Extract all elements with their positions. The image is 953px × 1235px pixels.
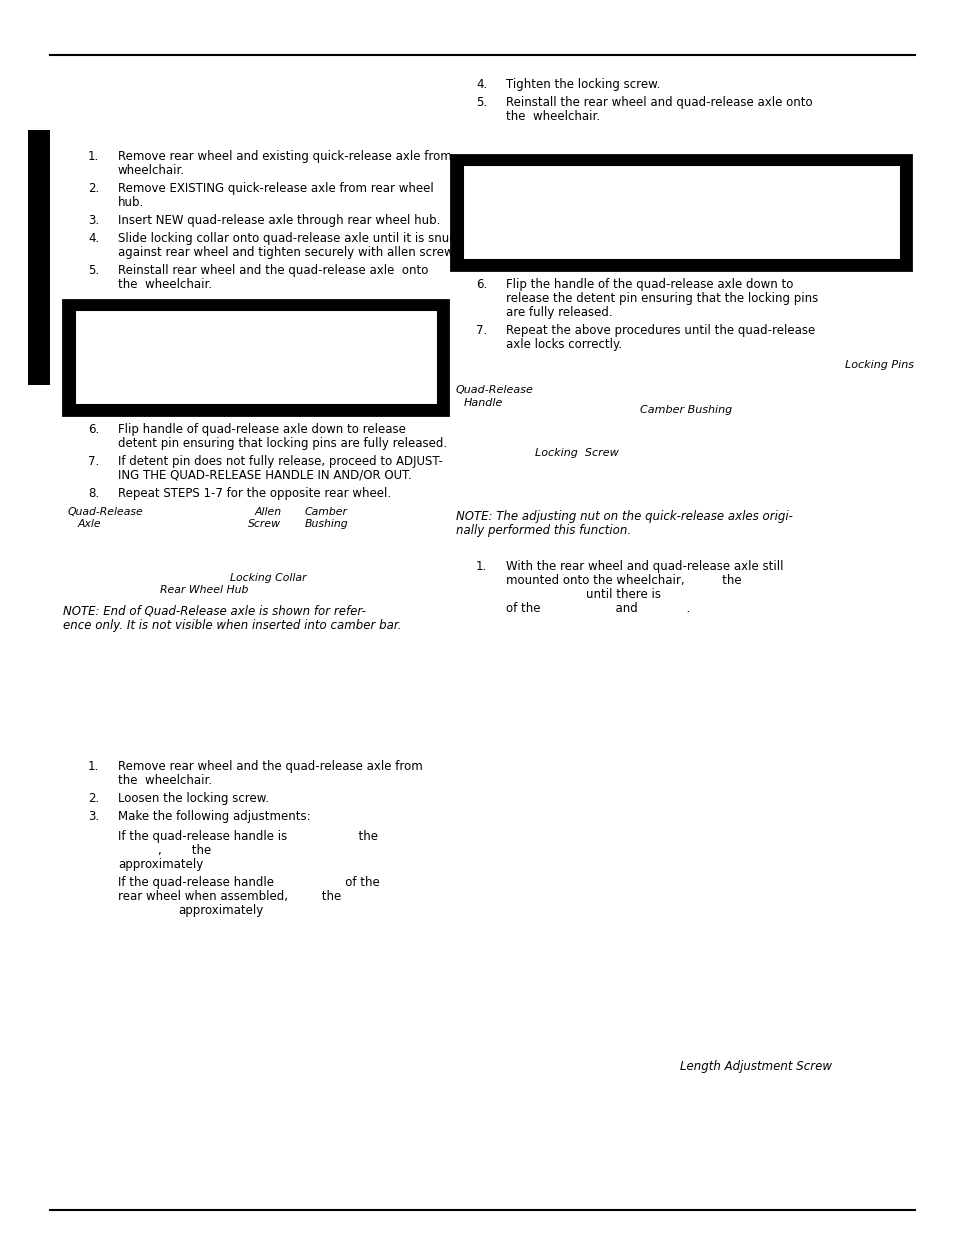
Text: Slide locking collar onto quad-release axle until it is snug: Slide locking collar onto quad-release a… (118, 232, 456, 245)
Text: 4.: 4. (88, 232, 99, 245)
Text: approximately: approximately (178, 904, 263, 918)
Text: mounted onto the wheelchair,          the: mounted onto the wheelchair, the (505, 574, 740, 587)
Text: 3.: 3. (88, 810, 99, 823)
Text: rear wheel when assembled,         the: rear wheel when assembled, the (118, 890, 341, 903)
Bar (28, 130, 50, 385)
Text: If the quad-release handle                   of the: If the quad-release handle of the (118, 876, 379, 889)
Text: ,        the: , the (158, 844, 211, 857)
Text: Reinstall the rear wheel and quad-release axle onto: Reinstall the rear wheel and quad-releas… (505, 96, 812, 109)
Text: Allen: Allen (254, 508, 282, 517)
Text: With the rear wheel and quad-release axle still: With the rear wheel and quad-release axl… (505, 559, 782, 573)
Text: 1.: 1. (88, 760, 99, 773)
Text: ence only. It is not visible when inserted into camber bar.: ence only. It is not visible when insert… (63, 619, 401, 632)
Bar (451, 156, 910, 270)
Text: 6.: 6. (476, 278, 487, 291)
Text: 1.: 1. (88, 149, 99, 163)
Text: Locking  Screw: Locking Screw (535, 448, 618, 458)
Text: NOTE: The adjusting nut on the quick-release axles origi-: NOTE: The adjusting nut on the quick-rel… (456, 510, 792, 522)
Text: hub.: hub. (118, 196, 144, 209)
Text: 7.: 7. (88, 454, 99, 468)
Text: Remove rear wheel and the quad-release axle from: Remove rear wheel and the quad-release a… (118, 760, 422, 773)
Text: wheelchair.: wheelchair. (118, 164, 185, 177)
Text: detent pin ensuring that locking pins are fully released.: detent pin ensuring that locking pins ar… (118, 437, 447, 450)
Text: 8.: 8. (88, 487, 99, 500)
Text: If detent pin does not fully release, proceed to ADJUST-: If detent pin does not fully release, pr… (118, 454, 442, 468)
Text: of the                    and             .: of the and . (505, 601, 690, 615)
Text: 6.: 6. (88, 424, 99, 436)
Text: 4.: 4. (476, 78, 487, 91)
Text: Camber: Camber (305, 508, 348, 517)
Text: the  wheelchair.: the wheelchair. (118, 774, 212, 787)
Text: Flip handle of quad-release axle down to release: Flip handle of quad-release axle down to… (118, 424, 405, 436)
Text: Handle: Handle (463, 398, 503, 408)
Text: ING THE QUAD-RELEASE HANDLE IN AND/OR OUT.: ING THE QUAD-RELEASE HANDLE IN AND/OR OU… (118, 469, 412, 482)
Text: Remove rear wheel and existing quick-release axle from: Remove rear wheel and existing quick-rel… (118, 149, 452, 163)
Text: Repeat STEPS 1-7 for the opposite rear wheel.: Repeat STEPS 1-7 for the opposite rear w… (118, 487, 391, 500)
Bar (462, 165, 900, 261)
Bar (63, 300, 448, 415)
Text: are fully released.: are fully released. (505, 306, 612, 319)
Text: 2.: 2. (88, 792, 99, 805)
Text: Quad-Release: Quad-Release (68, 508, 144, 517)
Text: Make the following adjustments:: Make the following adjustments: (118, 810, 311, 823)
Text: against rear wheel and tighten securely with allen screw.: against rear wheel and tighten securely … (118, 246, 456, 259)
Text: NOTE: End of Quad-Release axle is shown for refer-: NOTE: End of Quad-Release axle is shown … (63, 605, 366, 618)
Text: the  wheelchair.: the wheelchair. (118, 278, 212, 291)
Text: Axle: Axle (78, 519, 102, 529)
Text: axle locks correctly.: axle locks correctly. (505, 338, 621, 351)
Text: Rear Wheel Hub: Rear Wheel Hub (160, 585, 248, 595)
Text: Insert NEW quad-release axle through rear wheel hub.: Insert NEW quad-release axle through rea… (118, 214, 440, 227)
Text: Locking Pins: Locking Pins (844, 359, 913, 370)
Text: Quad-Release: Quad-Release (456, 385, 534, 395)
Text: 5.: 5. (476, 96, 487, 109)
Text: Loosen the locking screw.: Loosen the locking screw. (118, 792, 269, 805)
Text: release the detent pin ensuring that the locking pins: release the detent pin ensuring that the… (505, 291, 818, 305)
Text: If the quad-release handle is                   the: If the quad-release handle is the (118, 830, 377, 844)
Text: approximately: approximately (118, 858, 203, 871)
Text: 7.: 7. (476, 324, 487, 337)
Text: until there is: until there is (585, 588, 660, 601)
Bar (75, 310, 437, 405)
Text: Flip the handle of the quad-release axle down to: Flip the handle of the quad-release axle… (505, 278, 793, 291)
Text: Bushing: Bushing (305, 519, 348, 529)
Text: Screw: Screw (248, 519, 281, 529)
Text: Repeat the above procedures until the quad-release: Repeat the above procedures until the qu… (505, 324, 815, 337)
Text: Reinstall rear wheel and the quad-release axle  onto: Reinstall rear wheel and the quad-releas… (118, 264, 428, 277)
Text: Remove EXISTING quick-release axle from rear wheel: Remove EXISTING quick-release axle from … (118, 182, 434, 195)
Text: nally performed this function.: nally performed this function. (456, 524, 631, 537)
Text: Tighten the locking screw.: Tighten the locking screw. (505, 78, 659, 91)
Text: Camber Bushing: Camber Bushing (639, 405, 732, 415)
Text: 5.: 5. (88, 264, 99, 277)
Text: Locking Collar: Locking Collar (230, 573, 306, 583)
Text: 1.: 1. (476, 559, 487, 573)
Text: 2.: 2. (88, 182, 99, 195)
Text: 3.: 3. (88, 214, 99, 227)
Text: Length Adjustment Screw: Length Adjustment Screw (679, 1060, 831, 1073)
Text: the  wheelchair.: the wheelchair. (505, 110, 599, 124)
